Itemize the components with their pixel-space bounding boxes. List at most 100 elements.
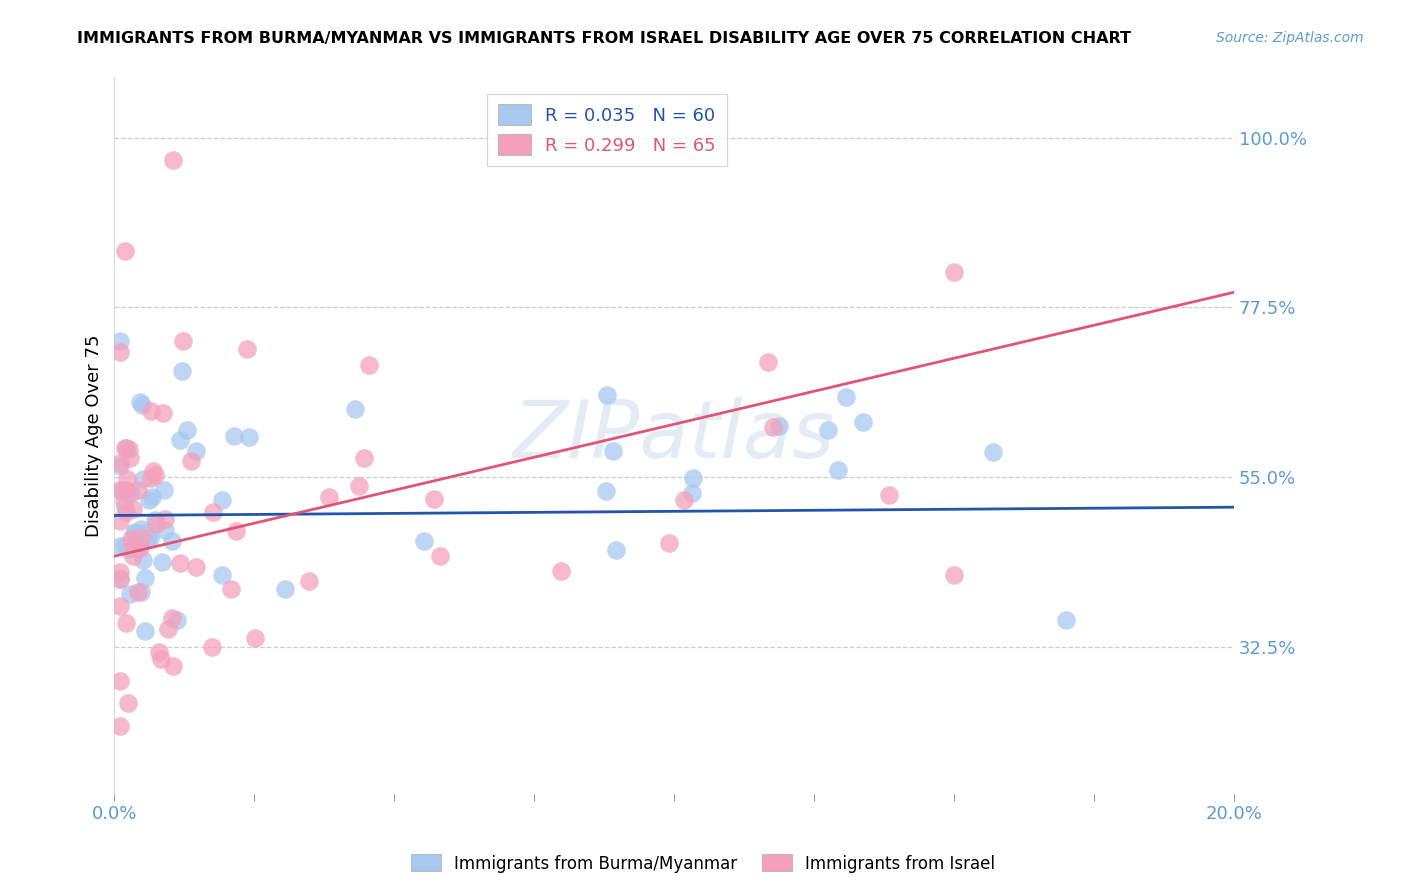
Point bbox=[343, 402, 366, 417]
Point bbox=[135, 525, 157, 540]
Point bbox=[110, 483, 132, 498]
Point bbox=[115, 472, 138, 486]
Point bbox=[129, 541, 152, 555]
Point bbox=[114, 244, 136, 258]
Point bbox=[762, 419, 785, 434]
Point bbox=[112, 494, 135, 508]
Point bbox=[274, 582, 297, 596]
Point bbox=[125, 542, 148, 557]
Point bbox=[108, 566, 131, 580]
Legend: Immigrants from Burma/Myanmar, Immigrants from Israel: Immigrants from Burma/Myanmar, Immigrant… bbox=[404, 847, 1002, 880]
Point bbox=[121, 549, 143, 563]
Point bbox=[127, 483, 149, 497]
Point bbox=[141, 490, 163, 504]
Point bbox=[139, 532, 162, 546]
Point bbox=[124, 533, 146, 547]
Point bbox=[108, 514, 131, 528]
Point bbox=[605, 542, 627, 557]
Point bbox=[347, 479, 370, 493]
Point bbox=[166, 613, 188, 627]
Point bbox=[120, 485, 142, 500]
Point bbox=[412, 534, 434, 549]
Point bbox=[673, 493, 696, 508]
Point bbox=[132, 553, 155, 567]
Point bbox=[114, 615, 136, 630]
Point bbox=[150, 652, 173, 666]
Text: ZIPatlas: ZIPatlas bbox=[513, 397, 835, 475]
Point bbox=[114, 500, 136, 515]
Point bbox=[152, 407, 174, 421]
Point bbox=[121, 537, 143, 551]
Point bbox=[143, 467, 166, 482]
Point bbox=[550, 564, 572, 578]
Point bbox=[201, 504, 224, 518]
Point bbox=[124, 538, 146, 552]
Point bbox=[942, 568, 965, 582]
Point bbox=[160, 534, 183, 549]
Point bbox=[108, 483, 131, 497]
Point bbox=[201, 640, 224, 654]
Point bbox=[142, 464, 165, 478]
Point bbox=[184, 559, 207, 574]
Point bbox=[131, 585, 153, 599]
Point bbox=[211, 493, 233, 508]
Point bbox=[134, 624, 156, 638]
Point bbox=[943, 265, 966, 279]
Point bbox=[131, 398, 153, 412]
Text: IMMIGRANTS FROM BURMA/MYANMAR VS IMMIGRANTS FROM ISRAEL DISABILITY AGE OVER 75 C: IMMIGRANTS FROM BURMA/MYANMAR VS IMMIGRA… bbox=[77, 31, 1132, 46]
Point bbox=[981, 445, 1004, 459]
Point bbox=[108, 572, 131, 586]
Point bbox=[235, 342, 257, 356]
Point bbox=[108, 344, 131, 359]
Point bbox=[134, 571, 156, 585]
Point bbox=[184, 444, 207, 458]
Point bbox=[108, 539, 131, 553]
Point bbox=[596, 388, 619, 402]
Point bbox=[115, 441, 138, 455]
Point bbox=[108, 599, 131, 613]
Point bbox=[108, 456, 131, 470]
Point bbox=[852, 415, 875, 429]
Point bbox=[1054, 613, 1077, 627]
Point bbox=[108, 334, 131, 349]
Point bbox=[245, 631, 267, 645]
Legend: R = 0.035   N = 60, R = 0.299   N = 65: R = 0.035 N = 60, R = 0.299 N = 65 bbox=[488, 94, 727, 166]
Point bbox=[153, 512, 176, 526]
Point bbox=[153, 483, 176, 497]
Point bbox=[157, 622, 180, 636]
Point bbox=[129, 394, 152, 409]
Point bbox=[122, 502, 145, 516]
Point bbox=[118, 485, 141, 500]
Point bbox=[162, 659, 184, 673]
Point bbox=[224, 428, 246, 442]
Point bbox=[131, 522, 153, 536]
Point bbox=[238, 430, 260, 444]
Point bbox=[681, 486, 703, 500]
Point bbox=[318, 491, 340, 505]
Point bbox=[117, 696, 139, 710]
Point bbox=[115, 505, 138, 519]
Point bbox=[172, 364, 194, 378]
Point bbox=[423, 492, 446, 507]
Point bbox=[141, 471, 163, 485]
Point bbox=[682, 471, 704, 485]
Point bbox=[122, 525, 145, 540]
Point bbox=[118, 587, 141, 601]
Point bbox=[108, 673, 131, 688]
Point bbox=[756, 355, 779, 369]
Point bbox=[138, 492, 160, 507]
Point bbox=[127, 584, 149, 599]
Point bbox=[150, 555, 173, 569]
Point bbox=[145, 513, 167, 527]
Point bbox=[172, 334, 194, 349]
Point bbox=[155, 524, 177, 538]
Point bbox=[118, 451, 141, 466]
Point bbox=[817, 423, 839, 437]
Point bbox=[115, 483, 138, 497]
Point bbox=[768, 418, 790, 433]
Point bbox=[108, 458, 131, 473]
Point bbox=[219, 582, 242, 597]
Point bbox=[835, 390, 858, 404]
Point bbox=[108, 719, 131, 733]
Point bbox=[602, 443, 624, 458]
